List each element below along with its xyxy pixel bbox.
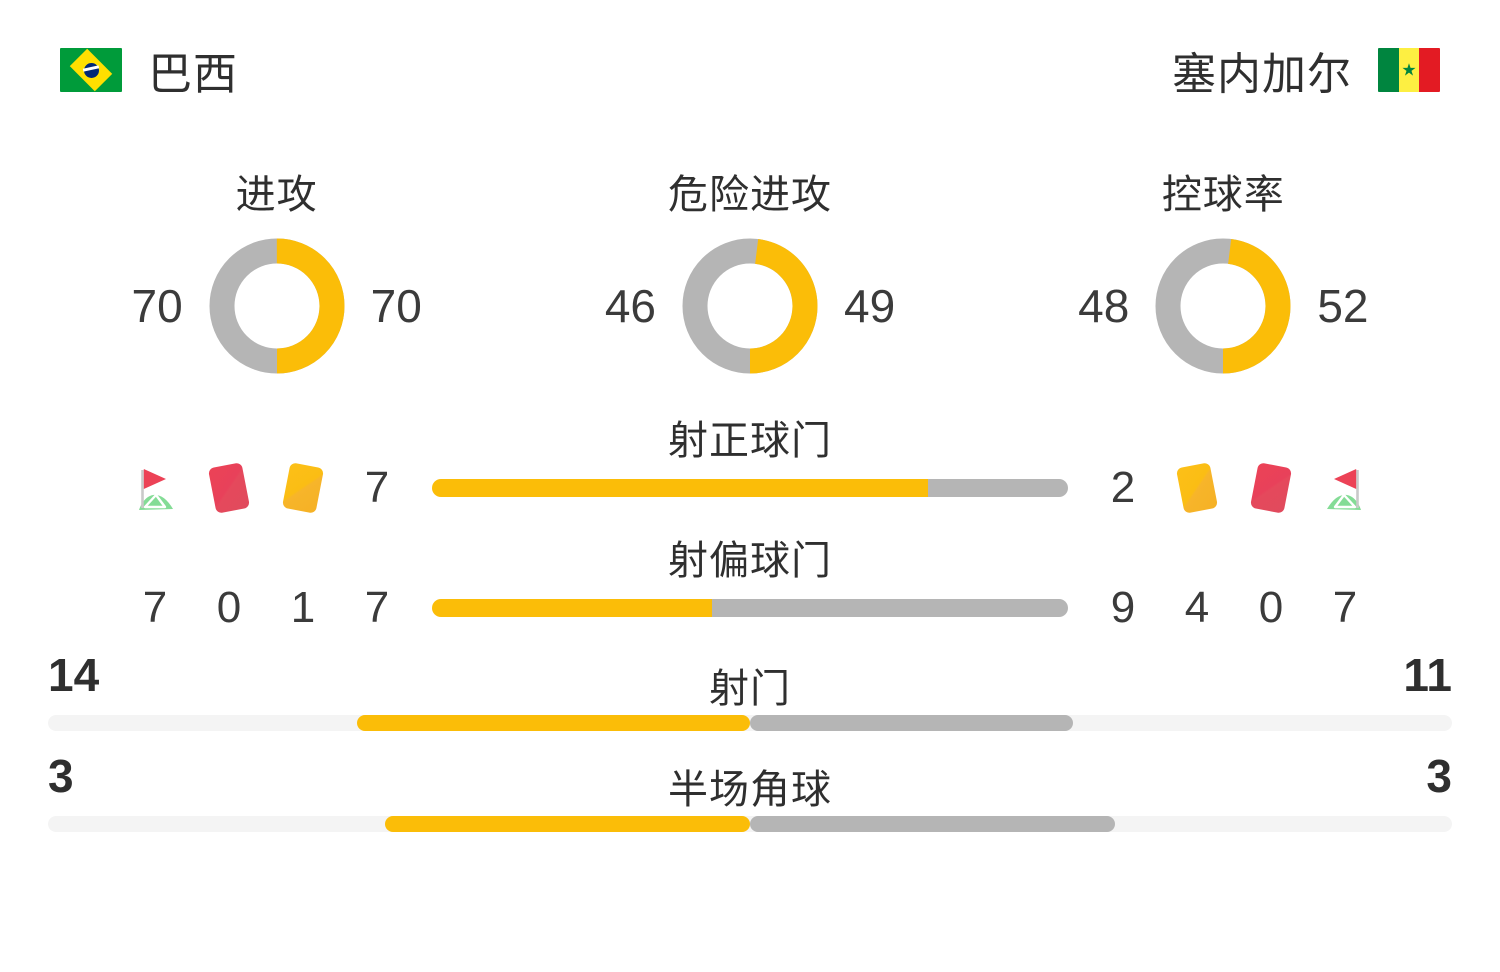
donut-stat-attack: 进攻 70 70 bbox=[40, 140, 513, 402]
home-yellow-card-slot bbox=[266, 462, 340, 514]
away-team: 塞内加尔 ★ bbox=[1172, 38, 1440, 102]
donut-possession-label: 控球率 bbox=[1161, 173, 1285, 217]
donut-stats-row: 进攻 70 70 危险进攻 46 49 控球率 48 bbox=[0, 140, 1500, 402]
home-corner-flag-slot bbox=[118, 462, 192, 514]
total-shots-away-value: 11 bbox=[1403, 649, 1452, 701]
stat-row-shots-off-target: 射偏球门 7 0 1 7 9 4 0 7 bbox=[34, 522, 1466, 642]
stat-row-half-corners: 3 半场角球 3 bbox=[0, 743, 1500, 844]
half-corners-home-value: 3 bbox=[48, 750, 74, 802]
corner-flag-icon bbox=[1327, 469, 1361, 510]
total-shots-home-value: 14 bbox=[48, 649, 100, 701]
donut-dangerous-chart bbox=[682, 238, 818, 374]
red-card-icon bbox=[207, 462, 251, 514]
senegal-flag-green-band bbox=[1378, 48, 1399, 92]
shots-off-target-away-fill bbox=[711, 599, 1068, 617]
home-yellow-cards-count: 1 bbox=[290, 583, 316, 632]
away-yellow-card-slot bbox=[1160, 462, 1234, 514]
away-counts-group: 9 4 0 7 bbox=[1086, 583, 1466, 633]
corner-flag-icon bbox=[139, 469, 173, 510]
shots-on-target-away-value: 2 bbox=[1110, 463, 1136, 512]
donut-dangerous-away-value: 49 bbox=[843, 280, 896, 332]
home-red-cards-count: 0 bbox=[216, 583, 242, 632]
donut-possession-chart bbox=[1155, 238, 1291, 374]
shots-on-target-home-value: 7 bbox=[364, 463, 390, 512]
donut-dangerous-body: 46 49 bbox=[584, 238, 916, 374]
donut-stat-possession: 控球率 48 52 bbox=[987, 140, 1460, 402]
away-yellow-cards-count: 4 bbox=[1184, 583, 1210, 632]
half-corners-away-fill bbox=[750, 816, 1116, 832]
home-icon-group: 7 bbox=[34, 462, 414, 514]
senegal-flag-red-band bbox=[1419, 48, 1440, 92]
shots-on-target-home-fill bbox=[432, 479, 929, 497]
yellow-card-icon bbox=[1175, 462, 1219, 514]
donut-dangerous-home-value: 46 bbox=[604, 280, 656, 332]
total-shots-away-fill bbox=[750, 715, 1073, 731]
away-corners-count: 7 bbox=[1332, 583, 1358, 632]
yellow-card-icon bbox=[281, 462, 325, 514]
half-corners-away-value: 3 bbox=[1426, 750, 1452, 802]
donut-attack-body: 70 70 bbox=[111, 238, 443, 374]
home-red-card-slot bbox=[192, 462, 266, 514]
bottom-stats-section: 14 射门 11 3 半场角球 3 bbox=[0, 642, 1500, 844]
total-shots-label: 射门 bbox=[709, 667, 791, 711]
away-red-card-slot bbox=[1234, 462, 1308, 514]
donut-possession-away-value: 52 bbox=[1317, 280, 1369, 332]
donut-attack-away-value: 70 bbox=[370, 280, 422, 332]
shots-on-target-line: 7 2 bbox=[34, 462, 1466, 514]
donut-possession-body: 48 52 bbox=[1057, 238, 1389, 374]
home-counts-group: 7 0 1 7 bbox=[34, 583, 414, 633]
senegal-flag-star-icon: ★ bbox=[1401, 60, 1417, 80]
total-shots-track bbox=[48, 715, 1452, 731]
shots-on-target-away-fill bbox=[928, 479, 1068, 497]
red-card-icon bbox=[1249, 462, 1293, 514]
away-team-name: 塞内加尔 bbox=[1172, 50, 1352, 99]
away-corner-flag-slot bbox=[1308, 462, 1382, 514]
donut-dangerous-label: 危险进攻 bbox=[667, 173, 832, 217]
donut-stat-dangerous-attack: 危险进攻 46 49 bbox=[513, 140, 986, 402]
home-corners-count: 7 bbox=[142, 583, 168, 632]
donut-possession-home-value: 48 bbox=[1078, 280, 1130, 332]
donut-attack-chart bbox=[209, 238, 345, 374]
half-corners-track bbox=[48, 816, 1452, 832]
shots-off-target-home-value: 7 bbox=[364, 583, 390, 632]
total-shots-home-fill bbox=[356, 715, 750, 731]
stat-row-shots-on-target: 射正球门 7 bbox=[34, 402, 1466, 522]
half-corners-label: 半场角球 bbox=[668, 768, 832, 812]
away-icon-group: 2 bbox=[1086, 462, 1466, 514]
senegal-flag-icon: ★ bbox=[1378, 48, 1440, 92]
match-header: 巴西 塞内加尔 ★ bbox=[0, 0, 1500, 140]
donut-attack-label: 进攻 bbox=[235, 173, 318, 217]
stat-row-total-shots: 14 射门 11 bbox=[0, 642, 1500, 743]
shots-off-target-line: 7 0 1 7 9 4 0 7 bbox=[34, 583, 1466, 633]
shots-off-target-away-value: 9 bbox=[1110, 583, 1136, 632]
home-team-name: 巴西 bbox=[148, 50, 238, 99]
half-corners-home-fill bbox=[384, 816, 750, 832]
donut-attack-home-value: 70 bbox=[131, 280, 183, 332]
shots-on-target-label: 射正球门 bbox=[668, 419, 832, 463]
brazil-flag-icon bbox=[60, 48, 122, 92]
away-red-cards-count: 0 bbox=[1258, 583, 1284, 632]
shots-on-target-bar bbox=[432, 479, 1068, 497]
shots-off-target-label: 射偏球门 bbox=[668, 539, 832, 583]
middle-stats-section: 射正球门 7 bbox=[0, 402, 1500, 642]
home-team: 巴西 bbox=[60, 38, 238, 102]
shots-off-target-bar bbox=[432, 599, 1068, 617]
shots-off-target-home-fill bbox=[432, 599, 712, 617]
senegal-flag-yellow-band: ★ bbox=[1398, 48, 1420, 92]
